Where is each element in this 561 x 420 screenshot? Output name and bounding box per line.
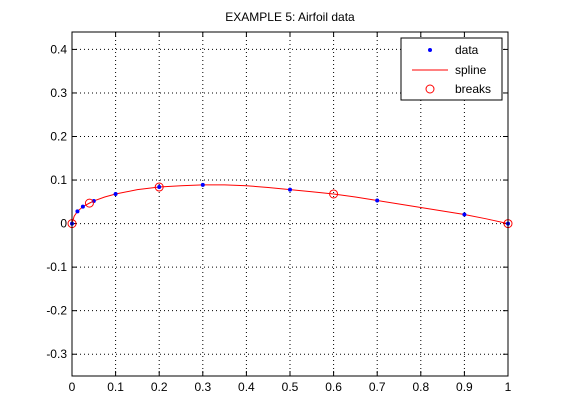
legend-data-marker xyxy=(428,48,432,52)
legend-data-label: data xyxy=(455,43,479,57)
legend-box xyxy=(400,37,503,101)
y-tick-label: 0.1 xyxy=(50,173,67,187)
legend-entry-breaks: breaks xyxy=(425,82,491,96)
series-data-point xyxy=(75,209,80,214)
series-data-point xyxy=(157,185,162,190)
x-tick-label: 1 xyxy=(505,380,512,394)
series-data-point xyxy=(288,187,292,192)
series-breaks-marker xyxy=(329,189,339,199)
x-tick-label: 0.2 xyxy=(151,380,168,394)
chart-title: EXAMPLE 5: Airfoil data xyxy=(225,10,355,24)
series-data-point xyxy=(200,182,205,187)
legend-breaks-label: breaks xyxy=(455,82,491,96)
y-tick-label: 0.4 xyxy=(50,42,67,56)
x-tick-label: 0.1 xyxy=(107,380,124,394)
axes-frame xyxy=(71,31,509,377)
legend-breaks-marker xyxy=(425,84,435,94)
series-data-point xyxy=(462,212,467,217)
x-tick-label: 0.9 xyxy=(456,380,473,394)
y-tick-label: 0.2 xyxy=(50,130,67,144)
x-tick-label: 0.5 xyxy=(282,380,299,394)
y-tick-label: -0.2 xyxy=(46,304,67,318)
legend-entry-data: data xyxy=(428,43,479,57)
y-tick-labels: -0.3 -0.2 -0.1 0 0.1 0.2 0.3 0.4 xyxy=(46,42,67,361)
x-tick-labels: 0 0.1 0.2 0.3 0.4 0.5 0.6 0.7 0.8 0.9 1 xyxy=(69,380,512,394)
x-tick-label: 0.4 xyxy=(238,380,255,394)
y-tick-label: -0.1 xyxy=(46,260,67,274)
x-tick-label: 0 xyxy=(69,380,76,394)
y-tick-label: 0.3 xyxy=(50,86,67,100)
legend-spline-label: spline xyxy=(455,63,487,77)
series-data-point xyxy=(375,198,380,203)
series-spline-line xyxy=(71,184,509,225)
legend: data spline breaks xyxy=(400,37,503,101)
y-tick-label: -0.3 xyxy=(46,347,67,361)
x-tick-label: 0.3 xyxy=(194,380,211,394)
y-tick-label: 0 xyxy=(60,217,67,231)
x-tick-label: 0.8 xyxy=(412,380,429,394)
series-data-point xyxy=(91,198,96,203)
series-data-point xyxy=(113,191,118,196)
legend-entry-spline: spline xyxy=(412,63,487,77)
grid xyxy=(72,32,508,376)
series-breaks-marker xyxy=(154,182,164,192)
x-tick-label: 0.7 xyxy=(369,380,386,394)
series-breaks-marker xyxy=(84,198,94,208)
series-data-point xyxy=(80,204,85,209)
x-tick-label: 0.6 xyxy=(325,380,342,394)
